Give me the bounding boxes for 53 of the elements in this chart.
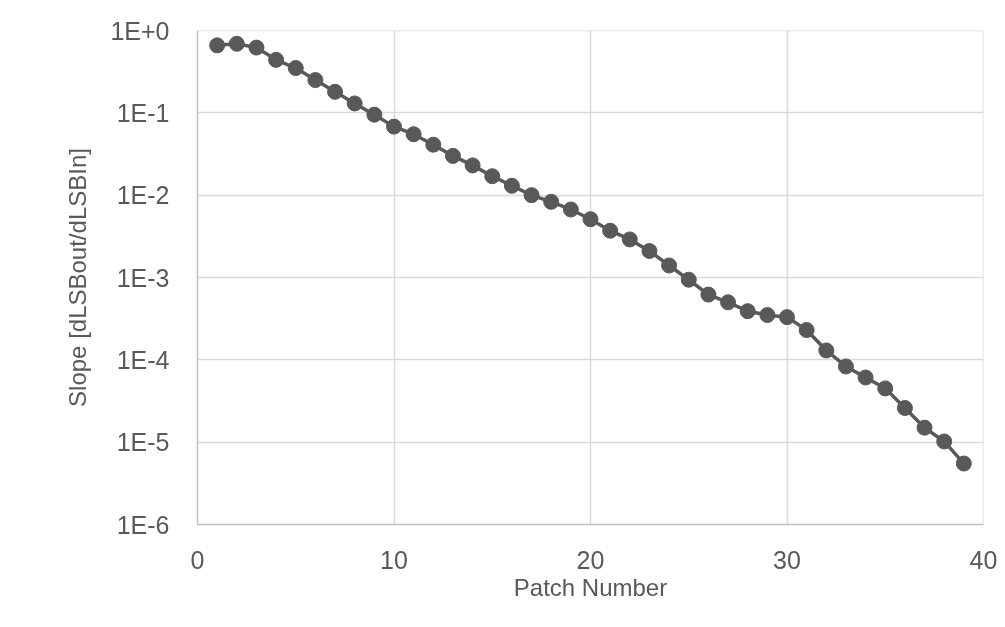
y-tick-label: 1E-1 xyxy=(116,98,170,127)
point xyxy=(700,286,717,303)
point xyxy=(896,400,913,416)
x-tick-label: 20 xyxy=(576,545,605,574)
x-tick-label: 0 xyxy=(190,545,205,574)
point xyxy=(484,168,501,185)
point xyxy=(739,303,756,320)
y-tick-label: 1E-5 xyxy=(116,428,170,457)
point xyxy=(857,369,874,386)
point xyxy=(680,271,697,288)
point xyxy=(523,187,540,204)
point xyxy=(779,309,795,326)
point xyxy=(327,83,344,100)
y-tick-label: 1E-3 xyxy=(116,263,170,292)
point xyxy=(464,157,481,174)
point xyxy=(877,380,894,397)
point xyxy=(543,193,560,210)
point xyxy=(936,433,953,450)
point xyxy=(444,147,461,164)
y-tick-label: 1E-4 xyxy=(116,345,170,374)
point xyxy=(837,358,854,375)
point xyxy=(248,39,265,56)
point xyxy=(759,307,776,324)
point xyxy=(366,106,383,123)
point xyxy=(268,51,285,68)
point xyxy=(641,242,658,259)
point xyxy=(562,201,579,218)
point xyxy=(720,294,737,311)
x-axis-title: Patch Number xyxy=(513,573,668,601)
point xyxy=(425,136,442,153)
point xyxy=(602,222,619,239)
point xyxy=(955,455,972,472)
point xyxy=(503,177,520,194)
point xyxy=(661,257,678,274)
point xyxy=(916,419,933,436)
point xyxy=(346,95,363,112)
point xyxy=(405,126,422,143)
point xyxy=(209,37,226,54)
point xyxy=(798,322,815,339)
y-axis-title: Slope [dLSBout/dLSBIn] xyxy=(64,148,92,407)
y-tick-label: 1E-2 xyxy=(116,181,170,210)
point xyxy=(386,118,402,135)
y-tick-label: 1E+0 xyxy=(110,16,170,45)
point xyxy=(582,211,599,228)
point xyxy=(818,342,835,359)
point xyxy=(307,72,324,89)
point xyxy=(228,35,245,52)
x-tick-label: 30 xyxy=(773,545,801,574)
point xyxy=(621,231,638,248)
point xyxy=(287,60,304,77)
x-tick-label: 10 xyxy=(380,545,408,574)
x-tick-label: 40 xyxy=(969,545,998,574)
y-tick-label: 1E-6 xyxy=(116,510,170,539)
